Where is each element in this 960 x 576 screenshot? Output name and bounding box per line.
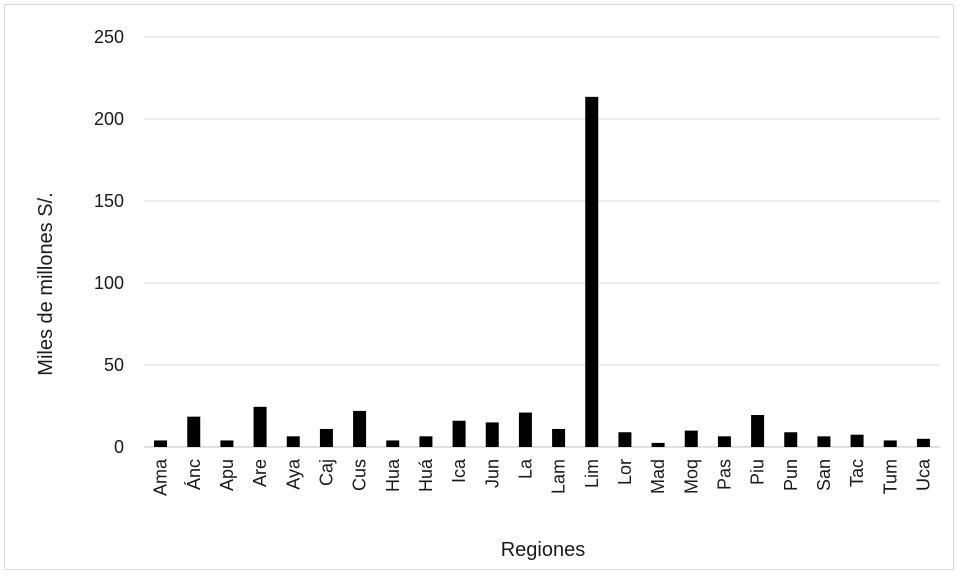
x-tick-label: Pun bbox=[781, 459, 801, 491]
bar bbox=[751, 415, 765, 447]
x-tick-label: Piu bbox=[748, 459, 768, 485]
bar bbox=[585, 96, 599, 448]
bar bbox=[916, 438, 930, 447]
grid-layer bbox=[144, 36, 940, 448]
x-tick-label: Moq bbox=[681, 459, 701, 494]
x-tick-label: Apu bbox=[217, 459, 237, 491]
x-tick-label: Lam bbox=[549, 459, 569, 494]
x-tick-label: Pas bbox=[714, 459, 734, 490]
y-tick-label: 50 bbox=[104, 355, 124, 375]
bar bbox=[220, 440, 234, 447]
bar bbox=[386, 440, 400, 447]
y-axis-ticks: 0 50 100 150 200 250 bbox=[94, 27, 124, 457]
x-tick-label: Aya bbox=[283, 458, 303, 490]
x-axis-title: Regiones bbox=[501, 539, 586, 561]
bar bbox=[684, 430, 698, 447]
x-tick-label: Tac bbox=[847, 459, 867, 487]
bar bbox=[154, 440, 168, 447]
x-tick-label: Lim bbox=[582, 459, 602, 488]
x-tick-label: Cus bbox=[350, 459, 370, 491]
y-tick-label: 250 bbox=[94, 27, 124, 47]
x-tick-label: Huá bbox=[416, 458, 436, 492]
x-axis-ticks: Ama Ánc Apu Are Aya Caj Cus Hua Huá Ica Jun La Lam Li… bbox=[151, 458, 934, 496]
bar bbox=[419, 436, 433, 447]
bar bbox=[518, 412, 532, 447]
y-tick-label: 150 bbox=[94, 191, 124, 211]
bar bbox=[452, 420, 466, 447]
x-tick-label: Ama bbox=[151, 458, 171, 496]
x-tick-label: Uca bbox=[913, 458, 933, 491]
x-tick-label: Lor bbox=[615, 459, 635, 485]
bar bbox=[286, 436, 300, 447]
chart-frame bbox=[4, 4, 954, 570]
bar bbox=[353, 410, 367, 447]
bar bbox=[618, 432, 632, 447]
bar bbox=[319, 428, 333, 447]
x-tick-label: Ica bbox=[449, 458, 469, 483]
bar bbox=[817, 436, 831, 447]
bar bbox=[485, 422, 499, 447]
x-tick-label: San bbox=[814, 459, 834, 491]
x-tick-label: Tum bbox=[880, 459, 900, 494]
y-tick-label: 100 bbox=[94, 273, 124, 293]
bar bbox=[784, 432, 798, 447]
bar bbox=[717, 436, 731, 447]
y-tick-label: 200 bbox=[94, 109, 124, 129]
x-tick-label: Are bbox=[250, 459, 270, 487]
bars bbox=[154, 96, 930, 448]
x-tick-label: Hua bbox=[383, 458, 403, 492]
y-axis-title: Miles de millones S/. bbox=[35, 192, 57, 375]
x-tick-label: Jun bbox=[482, 459, 502, 488]
y-tick-label: 0 bbox=[114, 437, 124, 457]
bar bbox=[850, 434, 864, 447]
x-tick-label: Ánc bbox=[184, 459, 204, 490]
bar bbox=[187, 416, 201, 447]
x-tick-label: Caj bbox=[316, 459, 336, 486]
bar bbox=[253, 406, 267, 447]
x-tick-label: La bbox=[515, 458, 535, 479]
bar bbox=[883, 440, 897, 447]
bar bbox=[552, 428, 566, 447]
x-tick-label: Mad bbox=[648, 459, 668, 494]
bar bbox=[651, 442, 665, 447]
